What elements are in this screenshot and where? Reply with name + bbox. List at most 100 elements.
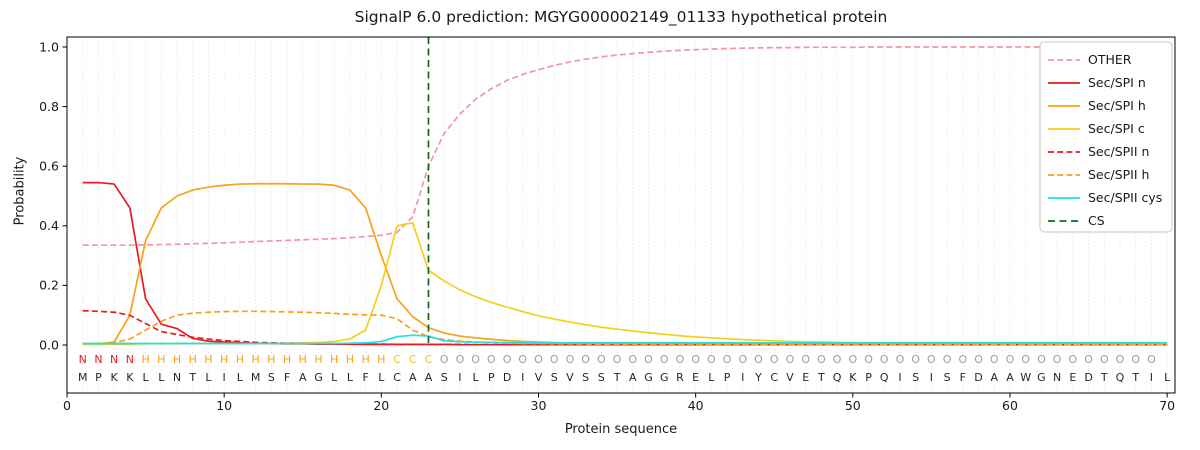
y-tick-label: 0.2 <box>39 278 59 293</box>
annotation-letter: O <box>534 353 543 366</box>
annotation-letter: O <box>848 353 857 366</box>
annotation-letter: O <box>833 353 842 366</box>
sequence-letter: I <box>898 371 901 384</box>
x-tick-label: 0 <box>63 398 71 413</box>
sequence-letter: Q <box>880 371 889 384</box>
sequence-letter: C <box>393 371 401 384</box>
curve-sec-spi-n <box>82 181 1168 346</box>
sequence-letter: F <box>284 371 290 384</box>
sequence-letter: S <box>551 371 558 384</box>
sequence-letter: T <box>188 371 196 384</box>
annotation-letter: H <box>283 353 291 366</box>
sequence-letter: Q <box>833 371 842 384</box>
sequence-letter: A <box>425 371 433 384</box>
legend-label: Sec/SPII n <box>1088 144 1149 159</box>
annotation-letter: O <box>628 353 637 366</box>
sequence-letter: K <box>849 371 857 384</box>
annotation-letter: H <box>236 353 244 366</box>
annotation-letter: H <box>251 353 259 366</box>
legend-label: Sec/SPII h <box>1088 167 1149 182</box>
sequence-letter: V <box>786 371 794 384</box>
annotation-letter: O <box>801 353 810 366</box>
annotation-letter: O <box>691 353 700 366</box>
sequence-letter: W <box>1020 371 1031 384</box>
curve-sec-spi-c <box>82 221 1168 346</box>
x-tick-label: 20 <box>373 398 389 413</box>
sequence-letter: T <box>1131 371 1139 384</box>
sequence-letter: N <box>173 371 181 384</box>
gridlines <box>82 37 1168 393</box>
legend-label: Sec/SPI h <box>1088 98 1146 113</box>
annotation-letter: H <box>377 353 385 366</box>
sequence-letter: L <box>473 371 480 384</box>
annotation-letter: O <box>1084 353 1093 366</box>
sequence-letter: C <box>770 371 778 384</box>
sequence-letter: D <box>974 371 982 384</box>
sequence-letter: K <box>111 371 119 384</box>
sequence-letter: G <box>314 371 323 384</box>
sequence-letter: T <box>613 371 621 384</box>
annotation-letter: O <box>723 353 732 366</box>
y-tick-label: 0.0 <box>39 337 59 352</box>
annotation-letter: O <box>770 353 779 366</box>
sequence-letter: A <box>629 371 637 384</box>
annotation-letter: N <box>110 353 118 366</box>
annotation-letter: N <box>94 353 102 366</box>
y-tick-label: 0.8 <box>39 99 59 114</box>
annotation-letter: C <box>425 353 433 366</box>
annotation-letter: O <box>707 353 716 366</box>
sequence-letter: I <box>1150 371 1153 384</box>
annotation-letter: H <box>361 353 369 366</box>
sequence-letter: A <box>409 371 417 384</box>
legend-label: Sec/SPI n <box>1088 75 1146 90</box>
sequence-letter: V <box>535 371 543 384</box>
sequence-letter: S <box>598 371 605 384</box>
annotation-letter: H <box>220 353 228 366</box>
annotation-letter: O <box>487 353 496 366</box>
y-axis-label: Probability <box>12 156 28 226</box>
x-tick-label: 40 <box>688 398 704 413</box>
sequence-letter: A <box>299 371 307 384</box>
legend-label: CS <box>1088 213 1105 228</box>
sequence-letter: T <box>817 371 825 384</box>
annotation-letter: C <box>409 353 417 366</box>
annotation-letter: O <box>880 353 889 366</box>
sequence-letter: L <box>708 371 715 384</box>
annotation-letter: H <box>314 353 322 366</box>
sequence-letter: P <box>488 371 495 384</box>
sequence-letter: F <box>362 371 368 384</box>
annotation-letter: O <box>958 353 967 366</box>
annotation-letter: O <box>738 353 747 366</box>
annotation-letter: H <box>204 353 212 366</box>
sequence-letter: R <box>676 371 684 384</box>
sequence-letter: S <box>441 371 448 384</box>
sequence-letter: A <box>1006 371 1014 384</box>
legend-label: OTHER <box>1088 52 1132 67</box>
annotation-letter: O <box>644 353 653 366</box>
sequence-letter: Q <box>1116 371 1125 384</box>
sequence-letter: V <box>566 371 574 384</box>
sequence-letter: I <box>521 371 524 384</box>
sequence-letter: S <box>582 371 589 384</box>
sequence-letter: M <box>251 371 261 384</box>
annotation-letter: O <box>1021 353 1030 366</box>
sequence-letter: E <box>802 371 809 384</box>
annotation-letter: O <box>974 353 983 366</box>
sequence-letter: L <box>331 371 338 384</box>
sequence-letter: G <box>644 371 653 384</box>
annotation-letter: H <box>299 353 307 366</box>
sequence-letter: Y <box>754 371 762 384</box>
sequence-letter: P <box>865 371 872 384</box>
annotation-letter: O <box>927 353 936 366</box>
sequence-letter: P <box>95 371 102 384</box>
annotation-letter: H <box>157 353 165 366</box>
sequence-letter: D <box>503 371 511 384</box>
annotation-letter: O <box>456 353 465 366</box>
sequence-letter: N <box>1053 371 1061 384</box>
annotation-letter: O <box>1053 353 1062 366</box>
y-tick-label: 0.6 <box>39 159 59 174</box>
annotation-letter: H <box>267 353 275 366</box>
